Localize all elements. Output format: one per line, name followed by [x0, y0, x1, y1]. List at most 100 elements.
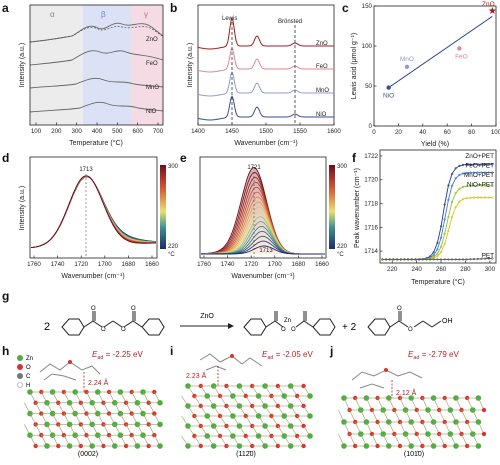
ylabel-c: Lewis acid (μmol g⁻¹)	[351, 33, 358, 99]
cbar-e-max: 300	[337, 164, 348, 170]
ytick-label: 100	[362, 43, 373, 50]
ylabel-f: Peak wavenumber (cm⁻¹)	[354, 168, 361, 248]
cbar-d-min: 220	[168, 244, 179, 250]
panel-a: a α β γ ZnO FeO MnO NiO 100 200 300 400 500 6…	[2, 1, 164, 147]
o-atom	[224, 423, 229, 429]
o-atom	[152, 433, 157, 438]
ytick-label: 0	[369, 123, 373, 130]
ticks-f: 220 240 260 280 300 1714 1716 1718 1720 1722	[364, 153, 495, 273]
point-label-zno: ZnO	[482, 1, 495, 8]
xtick-label: 500	[112, 128, 123, 135]
legend-f: FeO+PET	[465, 163, 494, 170]
zn-atom	[49, 389, 56, 395]
zn-atom	[287, 423, 294, 429]
legend-o-dot	[17, 364, 23, 370]
dist-j: 2.12 Å	[396, 388, 417, 397]
panel-label-f: f	[352, 151, 357, 165]
legend-f: ZnO+PET	[465, 153, 494, 160]
panel-label-h: h	[2, 344, 9, 358]
axes-d	[29, 156, 158, 259]
xtick-label: 1720	[74, 261, 88, 268]
atom-legend: Zn O C H	[17, 355, 33, 389]
o-atom	[84, 433, 89, 438]
bond	[416, 433, 423, 447]
panel-label-b: b	[170, 1, 177, 15]
xticks-b: 1400 1450 1500 1550 1600	[191, 122, 341, 135]
o-atom	[217, 433, 223, 439]
zn-atom	[307, 433, 313, 439]
xlabel-e: Wavenumber (cm⁻¹)	[231, 273, 294, 280]
legend-zn: Zn	[26, 356, 33, 362]
zn-atom	[475, 443, 482, 449]
ytick-label: 50	[365, 83, 372, 90]
o-atom	[459, 407, 464, 413]
o-atom	[375, 395, 380, 401]
label-a-feo: FeO	[146, 61, 158, 67]
xlabel-b: Wavenumber (cm⁻¹)	[234, 140, 297, 147]
label-b-zno: ZnO	[316, 41, 328, 47]
xlabel-f: Temperature (°C)	[411, 278, 465, 286]
cbar-e-unit: °C	[337, 252, 344, 258]
panel-c: c NiO MnO FeO ★ZnO 0 20 40 60 80 100 0 50 100 150 Yi…	[342, 1, 500, 148]
xtick-label: 300	[72, 128, 83, 135]
curve-d	[30, 176, 156, 249]
xtick-label: 1740	[221, 261, 235, 268]
panel-d: d 1713 1760 1740 1720 1700 1680 1660 Wavenumb…	[2, 151, 179, 280]
o-atom	[198, 443, 203, 449]
xtick-label: 1450	[225, 128, 239, 135]
adsorbate-h	[39, 361, 101, 381]
o-atom	[39, 389, 44, 395]
o-atom	[84, 389, 89, 395]
energy-h: Ead = -2.25 eV	[92, 350, 143, 361]
panel-f: f ZnO+PET FeO+PET MnO+PET NiO+PET PET 220 240…	[352, 149, 497, 286]
o-atom	[192, 393, 197, 399]
label-b-feo: FeO	[316, 64, 328, 70]
bond	[371, 409, 378, 423]
panel-h: h Zn O C H 2.24 Å Ead = -2.25 eV (0002)	[2, 344, 163, 458]
o-atom	[250, 443, 255, 449]
point-label-mno: MnO	[400, 56, 414, 63]
xtick-label: 1500	[259, 128, 273, 135]
o-atom	[61, 433, 67, 438]
zn-atom	[255, 413, 262, 419]
o-atom	[129, 389, 134, 395]
dist-h: 2.24 Å	[88, 378, 109, 387]
bond	[394, 409, 401, 423]
o-atom	[420, 443, 425, 449]
zn-atom	[255, 393, 262, 399]
ytick-label: 1718	[364, 201, 378, 208]
zn-atom	[307, 413, 313, 419]
cbar-e-min: 220	[337, 244, 348, 250]
curve-b-nio	[197, 95, 334, 121]
xtick-label: 260	[436, 266, 447, 273]
o-atom	[61, 389, 67, 395]
bond	[366, 397, 373, 411]
o-atom	[392, 407, 397, 413]
zn-atom	[49, 410, 56, 417]
bond	[433, 397, 440, 411]
o-atom	[250, 383, 255, 389]
zn-atom	[230, 393, 236, 399]
legend-h-dot	[17, 382, 23, 388]
bond	[461, 433, 468, 447]
molecule-reactant	[61, 311, 165, 336]
o-atom	[459, 431, 464, 437]
adsorbate-j	[351, 369, 423, 389]
curve-d	[30, 175, 156, 249]
peak-bottom-e: 1713	[259, 248, 273, 254]
molecule-product	[367, 311, 442, 336]
zn-atom	[157, 400, 163, 406]
o-atom	[217, 393, 223, 399]
ylabel-a: Intensity (a.u.)	[19, 43, 26, 87]
lewis-label: Lewis	[222, 16, 237, 22]
cbar-d-max: 300	[168, 164, 179, 170]
ticks-c: 0 20 40 60 80 100 0 50 100 150	[362, 3, 500, 136]
point-nio	[386, 85, 391, 90]
series-f: ZnO+PET FeO+PET MnO+PET NiO+PET PET	[381, 153, 494, 261]
ytick-label: 1714	[364, 248, 378, 255]
region-gamma-label: γ	[144, 10, 148, 19]
axes-c	[373, 5, 497, 127]
ytick-label: 150	[362, 3, 373, 10]
label-a-mno: MnO	[146, 85, 159, 91]
xtick-label: 0	[372, 129, 376, 136]
